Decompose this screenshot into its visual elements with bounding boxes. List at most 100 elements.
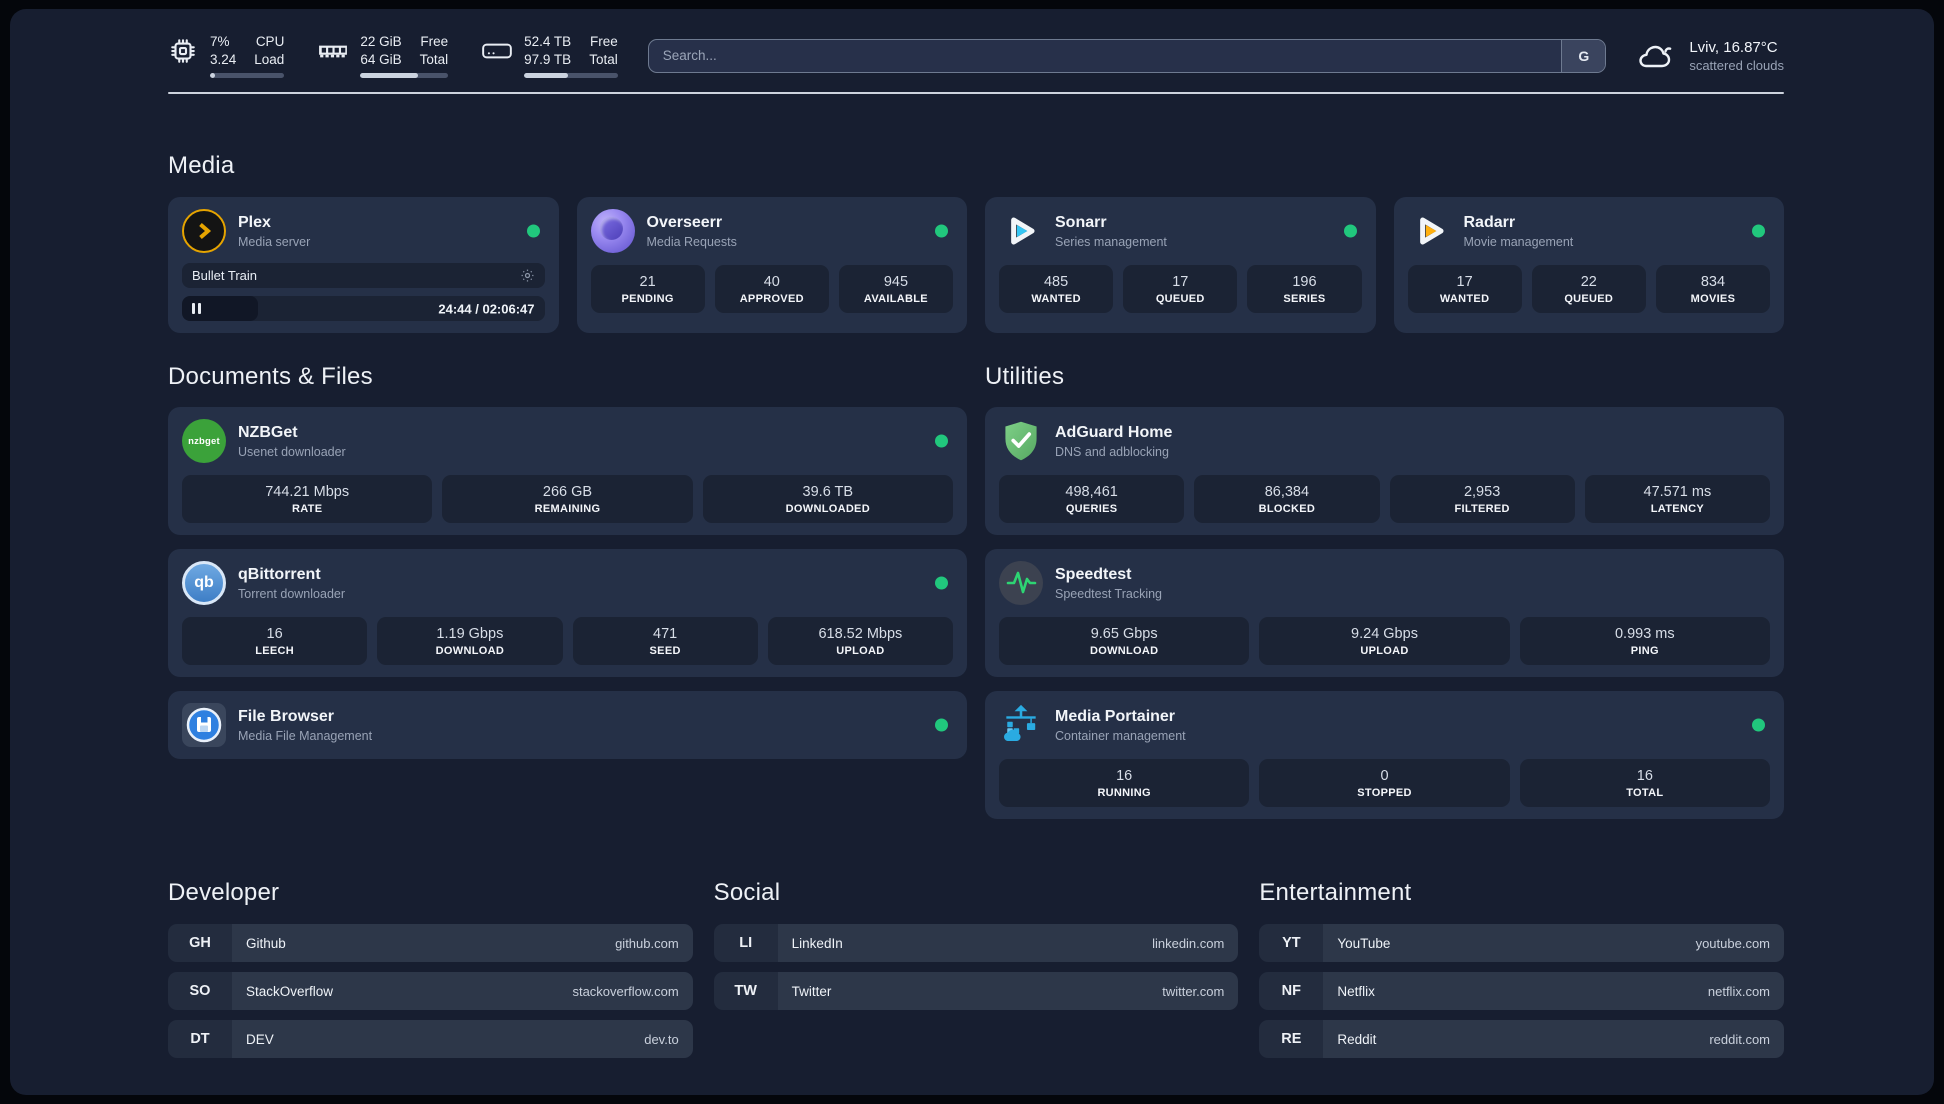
speedtest-icon [999,561,1043,606]
linkedin-url: linkedin.com [1152,935,1225,951]
netflix-abbr: NF [1259,972,1324,1011]
section-developer-title: Developer [168,879,280,907]
github-name: Github [246,935,286,951]
disk-total-label: Total [589,51,618,67]
youtube-url: youtube.com [1695,935,1771,951]
nzbget-stat-downloaded: 39.6 TB DOWNLOADED [702,475,953,524]
link-twitter[interactable]: TW Twitter twitter.com [713,972,1239,1011]
plex-status-dot [526,224,540,238]
cpu-usage-value: 7% [210,34,230,49]
weather-location-temp: Lviv, 16.87°C [1689,38,1778,56]
radarr-stat-queued: 22 QUEUED [1531,265,1646,314]
system-stats: 7% 3.24 CPU Load [168,33,618,79]
memory-free-label: Free [420,34,449,49]
overseerr-title: Overseerr [646,214,723,232]
twitter-name: Twitter [791,983,832,999]
qbittorrent-title: qBittorrent [238,566,321,584]
card-nzbget[interactable]: nzbget NZBGet Usenet downloader 744.21 M… [168,407,967,536]
qbittorrent-status-dot [935,576,948,590]
reddit-abbr: RE [1259,1020,1324,1059]
nzbget-title: NZBGet [238,424,298,442]
sonarr-stat-queued: 17 QUEUED [1123,265,1238,314]
sonarr-stat-series: 196 SERIES [1247,265,1362,314]
dev-name: DEV [246,1031,274,1047]
section-documents-title: Documents & Files [168,363,373,391]
speedtest-stat-download: 9.65 Gbps DOWNLOAD [999,617,1250,666]
card-adguard[interactable]: AdGuard Home DNS and adblocking 498,461 … [985,407,1784,536]
overseerr-icon [590,209,635,254]
radarr-status-dot [1752,224,1765,238]
card-qbittorrent[interactable]: qb qBittorrent Torrent downloader 16 LEE… [168,549,967,678]
radarr-subtitle: Movie management [1463,235,1574,250]
link-reddit[interactable]: RE Reddit reddit.com [1259,1020,1785,1059]
link-linkedin[interactable]: LI LinkedIn linkedin.com [713,924,1239,963]
dev-url: dev.to [644,1031,679,1047]
filebrowser-title: File Browser [238,708,335,726]
link-dev[interactable]: DT DEV dev.to [168,1020,693,1059]
cpu-icon [168,36,198,66]
filebrowser-icon [182,703,226,748]
qbittorrent-icon: qb [182,561,226,606]
plex-now-playing-row: Bullet Train [182,263,545,289]
speedtest-stat-upload: 9.24 Gbps UPLOAD [1259,617,1510,666]
link-stackoverflow[interactable]: SO StackOverflow stackoverflow.com [168,972,693,1011]
reddit-url: reddit.com [1709,1031,1771,1047]
card-sonarr[interactable]: Sonarr Series management 485 WANTED 17 Q… [985,197,1376,334]
portainer-stat-running: 16 RUNNING [999,759,1250,808]
cloud-icon [1636,40,1676,72]
link-netflix[interactable]: NF Netflix netflix.com [1259,972,1785,1011]
dev-abbr: DT [168,1020,232,1059]
twitter-url: twitter.com [1162,983,1225,999]
nzbget-stat-rate: 744.21 Mbps RATE [182,475,433,524]
card-overseerr[interactable]: Overseerr Media Requests 21 PENDING 40 A… [576,197,967,334]
memory-total-value: 64 GiB [360,51,402,67]
search-engine-button[interactable]: G [1561,39,1606,72]
portainer-stat-total: 16 TOTAL [1519,759,1770,808]
section-developer: Developer GH Github github.com SO StackO… [168,879,693,1068]
memory-icon [318,36,348,66]
gear-icon[interactable] [520,268,535,283]
radarr-icon [1408,209,1452,253]
card-filebrowser[interactable]: File Browser Media File Management [168,691,967,760]
filebrowser-status-dot [935,718,948,732]
dashboard-page: 7% 3.24 CPU Load [10,9,1934,1095]
sonarr-status-dot [1343,224,1357,238]
disk-progress-bar [524,73,618,79]
card-speedtest[interactable]: Speedtest Speedtest Tracking 9.65 Gbps D… [985,549,1784,678]
search-input[interactable] [647,38,1607,73]
stackoverflow-abbr: SO [168,972,232,1011]
cpu-progress-bar [210,73,285,79]
plex-title: Plex [238,214,271,232]
section-utilities: Utilities AdGuard Home [985,363,1784,820]
portainer-icon [999,703,1043,747]
adguard-stat-latency: 47.571 ms LATENCY [1584,475,1770,524]
youtube-name: YouTube [1337,935,1391,951]
section-documents: Documents & Files nzbget NZBGet Usenet d… [168,363,967,819]
overseerr-stat-available: 945 AVAILABLE [838,265,954,314]
speedtest-stat-ping: 0.993 ms PING [1519,617,1770,666]
memory-free-value: 22 GiB [360,34,402,49]
radarr-title: Radarr [1463,214,1516,232]
disk-total-value: 97.9 TB [524,51,572,67]
radarr-stat-movies: 834 MOVIES [1655,265,1771,314]
qbittorrent-stat-leech: 16 LEECH [182,617,368,666]
card-radarr[interactable]: Radarr Movie management 17 WANTED 22 QUE… [1393,197,1784,334]
nzbget-stat-remaining: 266 GB REMAINING [442,475,693,524]
filebrowser-subtitle: Media File Management [238,729,373,744]
qbittorrent-stat-upload: 618.52 Mbps UPLOAD [767,617,953,666]
pause-icon[interactable] [192,303,201,315]
speedtest-subtitle: Speedtest Tracking [1055,587,1163,602]
link-github[interactable]: GH Github github.com [168,924,693,963]
adguard-stat-queries: 498,461 QUERIES [999,475,1185,524]
sonarr-subtitle: Series management [1055,235,1167,250]
overseerr-stat-pending: 21 PENDING [590,265,705,314]
link-youtube[interactable]: YT YouTube youtube.com [1259,924,1785,963]
radarr-stat-wanted: 17 WANTED [1407,265,1522,314]
card-portainer[interactable]: Media Portainer Container management 16 … [985,691,1784,820]
card-plex[interactable]: Plex Media server Bullet Train [168,197,559,334]
search-bar: G [647,38,1607,73]
plex-subtitle: Media server [238,235,311,250]
overseerr-subtitle: Media Requests [646,235,737,250]
speedtest-title: Speedtest [1055,566,1132,584]
plex-now-playing-title: Bullet Train [192,268,258,284]
